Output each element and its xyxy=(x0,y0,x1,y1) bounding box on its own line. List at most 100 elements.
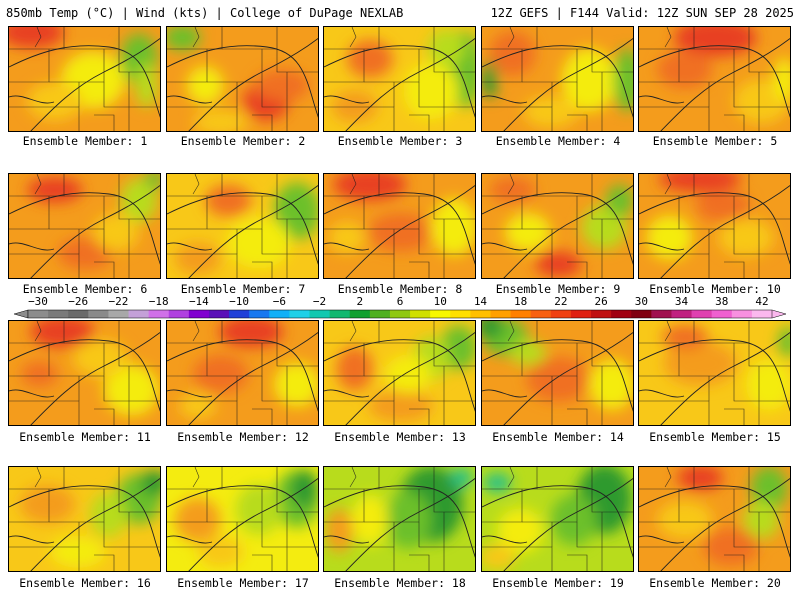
temperature-field-map xyxy=(9,174,160,278)
colorbar-swatch xyxy=(530,310,552,318)
green_dark-temperature-area xyxy=(482,60,497,100)
temperature-field-map xyxy=(167,467,318,571)
yellow-temperature-area xyxy=(431,198,475,256)
ensemble-member-caption: Ensemble Member: 5 xyxy=(652,134,778,148)
height-contours xyxy=(9,477,160,571)
green-temperature-area xyxy=(385,491,432,549)
temperature-field-map xyxy=(639,174,790,278)
height-contours xyxy=(482,184,633,278)
yellow_orange-temperature-area xyxy=(27,82,83,121)
colorbar-tick-label: 22 xyxy=(554,295,567,308)
red-temperature-area xyxy=(30,321,95,348)
colorbar-tick-label: −2 xyxy=(313,295,326,308)
height-contours xyxy=(324,37,475,131)
colorbar-swatch xyxy=(88,310,109,318)
state-boundaries xyxy=(482,321,633,425)
colorbar-swatch xyxy=(349,310,371,318)
temperature-field-map xyxy=(324,27,475,131)
ensemble-member-caption: Ensemble Member: 20 xyxy=(649,576,781,590)
colorbar-swatch xyxy=(208,310,230,318)
colorbar-swatch xyxy=(611,310,632,318)
temperature-field-map xyxy=(482,467,633,571)
yellow_green-temperature-area xyxy=(428,29,465,68)
colorbar-swatch xyxy=(591,310,612,318)
colorbar-swatch xyxy=(731,310,753,318)
red-temperature-area xyxy=(658,174,742,193)
height-contours xyxy=(167,37,318,131)
yellow_green-temperature-area xyxy=(120,178,158,223)
green_dark-temperature-area xyxy=(140,470,160,496)
colorbar-swatch xyxy=(289,310,311,318)
height-contours xyxy=(639,37,790,131)
temperature-field-map xyxy=(639,27,790,131)
ensemble-panel-4 xyxy=(481,26,634,132)
colorbar-swatch xyxy=(470,310,491,318)
state-boundaries xyxy=(324,467,475,571)
ensemble-member-caption: Ensemble Member: 11 xyxy=(19,430,151,444)
colorbar-swatch xyxy=(269,310,290,318)
colorbar-swatch xyxy=(490,310,512,318)
yellow_green-temperature-area xyxy=(90,492,127,537)
colorbar-tick-label: 42 xyxy=(755,295,768,308)
temperature-field-map xyxy=(9,27,160,131)
yellow_orange-temperature-area xyxy=(93,213,140,252)
yellow_orange-temperature-area xyxy=(657,500,713,540)
ensemble-panel-6 xyxy=(8,173,161,279)
colorbar-swatch xyxy=(148,310,170,318)
ensemble-member-caption: Ensemble Member: 7 xyxy=(180,282,306,296)
temperature-field-map xyxy=(482,174,633,278)
ensemble-panel-14 xyxy=(481,320,634,426)
ensemble-member-caption: Ensemble Member: 4 xyxy=(495,134,621,148)
colorbar-swatch xyxy=(329,310,351,318)
height-contours xyxy=(482,37,633,131)
yellow-temperature-area xyxy=(50,535,106,568)
orange-temperature-area xyxy=(19,485,75,524)
state-boundaries xyxy=(482,174,633,278)
yellow-temperature-area xyxy=(186,66,224,105)
ensemble-member-caption: Ensemble Member: 16 xyxy=(19,576,151,590)
green-temperature-area xyxy=(167,27,201,51)
ensemble-member-caption: Ensemble Member: 12 xyxy=(177,430,309,444)
ensemble-panel-3 xyxy=(323,26,476,132)
temperature-field-map xyxy=(9,321,160,425)
ensemble-panel-5 xyxy=(638,26,791,132)
orange-temperature-area xyxy=(325,508,354,553)
colorbar-min-arrow xyxy=(14,309,29,319)
ensemble-panel-2 xyxy=(166,26,319,132)
colorbar-tick-label: −30 xyxy=(28,295,48,308)
state-boundaries xyxy=(167,467,318,571)
orange_red-temperature-area xyxy=(695,189,751,222)
ensemble-member-caption: Ensemble Member: 2 xyxy=(180,134,306,148)
colorbar-swatch xyxy=(711,310,733,318)
colorbar-swatch xyxy=(570,310,592,318)
state-boundaries xyxy=(9,321,160,425)
colorbar-max-arrow xyxy=(771,309,786,319)
ensemble-panel-20 xyxy=(638,466,791,572)
state-boundaries xyxy=(639,27,790,131)
height-contours xyxy=(639,477,790,571)
colorbar-swatch xyxy=(28,310,49,318)
colorbar-swatch xyxy=(550,310,572,318)
height-contours xyxy=(167,331,318,425)
yellow_orange-temperature-area xyxy=(73,339,129,378)
state-boundaries xyxy=(324,321,475,425)
colorbar-tick-label: 10 xyxy=(434,295,447,308)
colorbar-tick-label: 30 xyxy=(635,295,648,308)
yellow_orange-temperature-area xyxy=(718,218,774,257)
colorbar-tick-label: 6 xyxy=(397,295,404,308)
colorbar-tick-label: −6 xyxy=(273,295,286,308)
colorbar-tick-label: 26 xyxy=(594,295,607,308)
colorbar-swatch xyxy=(510,310,532,318)
ensemble-member-caption: Ensemble Member: 6 xyxy=(22,282,148,296)
colorbar-swatch xyxy=(309,310,331,318)
temperature-field-map xyxy=(639,321,790,425)
height-contours xyxy=(482,331,633,425)
ensemble-member-caption: Ensemble Member: 17 xyxy=(177,576,309,590)
temperature-field-map xyxy=(324,321,475,425)
ensemble-member-caption: Ensemble Member: 8 xyxy=(337,282,463,296)
colorbar-tick-label: 18 xyxy=(514,295,527,308)
state-boundaries xyxy=(324,174,475,278)
colorbar-swatch xyxy=(751,310,773,318)
temperature-field-map xyxy=(324,467,475,571)
colorbar-swatch xyxy=(651,310,672,318)
